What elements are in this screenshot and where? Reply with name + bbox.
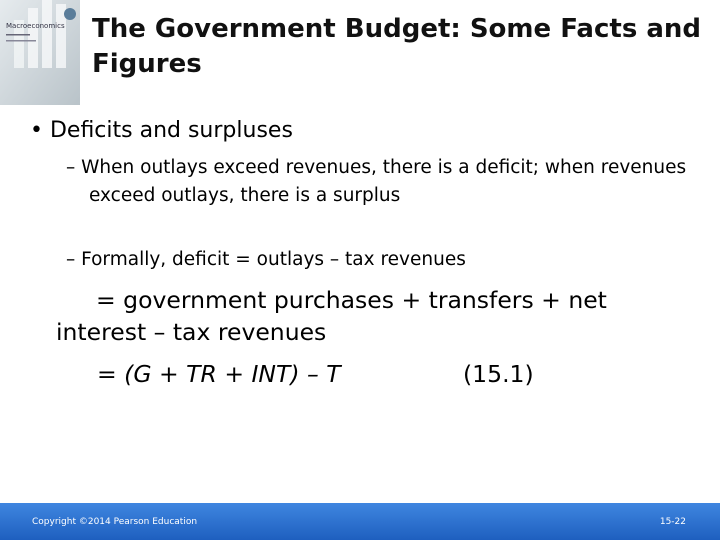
- book-cover: Macroeconomics: [0, 0, 80, 105]
- bullet: • Deficits and surpluses: [30, 118, 293, 143]
- sub-bullet: – When outlays exceed revenues, there is…: [66, 157, 687, 206]
- equation-number: (15.1): [463, 360, 534, 388]
- sub-bullet: – Formally, deficit = outlays – tax reve…: [66, 249, 466, 270]
- footer-bar: [0, 503, 720, 540]
- page-number: 15-22: [659, 517, 686, 527]
- slide-title: The Government Budget: Some Facts and Fi…: [92, 14, 702, 79]
- copyright: Copyright ©2014 Pearson Education: [32, 517, 198, 527]
- cover-title: Macroeconomics: [6, 22, 65, 30]
- equation-line: = government purchases + transfers + net…: [56, 286, 607, 346]
- equation-line: = (G + TR + INT) – T: [97, 360, 341, 388]
